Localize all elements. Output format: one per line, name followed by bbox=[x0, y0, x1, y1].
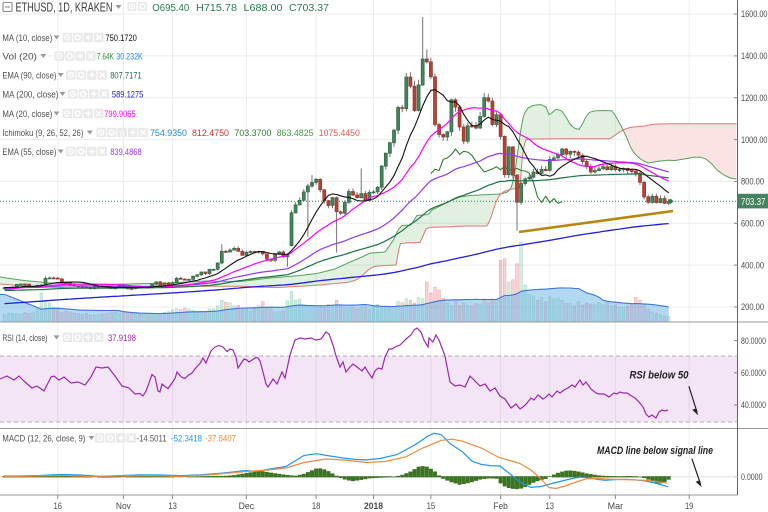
svg-text:863.4825: 863.4825 bbox=[277, 128, 314, 138]
svg-text:703.3700: 703.3700 bbox=[234, 128, 271, 138]
svg-text:EMA (55, close): EMA (55, close) bbox=[2, 147, 56, 157]
svg-text:19: 19 bbox=[685, 501, 694, 511]
svg-text:60.0000: 60.0000 bbox=[741, 368, 766, 379]
svg-text:MACD (12, 26, close, 9): MACD (12, 26, close, 9) bbox=[2, 433, 85, 443]
svg-text:80.0000: 80.0000 bbox=[741, 336, 766, 347]
svg-text:H715.78: H715.78 bbox=[196, 3, 237, 14]
svg-text:-52.3418: -52.3418 bbox=[171, 433, 202, 443]
svg-text:13: 13 bbox=[546, 501, 555, 511]
svg-text:MA (10, close): MA (10, close) bbox=[2, 33, 52, 43]
svg-text:-14.5011: -14.5011 bbox=[137, 433, 167, 443]
svg-text:839.4868: 839.4868 bbox=[110, 147, 142, 157]
svg-text:1200.00: 1200.00 bbox=[741, 93, 768, 104]
svg-text:1075.4450: 1075.4450 bbox=[319, 128, 360, 138]
svg-text:C703.37: C703.37 bbox=[289, 3, 329, 14]
svg-text:Feb: Feb bbox=[493, 501, 508, 511]
svg-text:703.37: 703.37 bbox=[741, 196, 766, 208]
svg-text:ETHUSD, 1D, KRAKEN: ETHUSD, 1D, KRAKEN bbox=[16, 0, 113, 15]
svg-text:1600.00: 1600.00 bbox=[741, 9, 768, 20]
svg-text:Nov: Nov bbox=[116, 501, 131, 511]
svg-text:754.9350: 754.9350 bbox=[150, 128, 187, 138]
svg-text:1000.00: 1000.00 bbox=[741, 135, 768, 146]
svg-text:812.4750: 812.4750 bbox=[192, 128, 229, 138]
svg-text:7.64K: 7.64K bbox=[97, 51, 114, 61]
svg-text:16: 16 bbox=[54, 501, 63, 511]
svg-text:600.00: 600.00 bbox=[741, 219, 764, 230]
svg-text:15: 15 bbox=[427, 501, 436, 511]
svg-text:799.9065: 799.9065 bbox=[104, 109, 136, 119]
svg-text:40.0000: 40.0000 bbox=[741, 400, 766, 411]
svg-text:30.232K: 30.232K bbox=[116, 51, 143, 61]
svg-text:Vol (20): Vol (20) bbox=[2, 51, 37, 61]
svg-text:-37.8407: -37.8407 bbox=[205, 433, 236, 443]
svg-text:2018: 2018 bbox=[364, 501, 383, 511]
svg-text:37.9198: 37.9198 bbox=[108, 333, 136, 343]
svg-text:Dec: Dec bbox=[239, 501, 255, 511]
svg-text:RSI below 50: RSI below 50 bbox=[630, 370, 690, 382]
svg-text:200.00: 200.00 bbox=[741, 302, 764, 313]
svg-text:800.00: 800.00 bbox=[741, 177, 764, 188]
svg-text:{}: {} bbox=[120, 130, 125, 137]
svg-text:589.1275: 589.1275 bbox=[112, 89, 144, 99]
svg-text:1400.00: 1400.00 bbox=[741, 51, 768, 62]
svg-text:750.1720: 750.1720 bbox=[105, 33, 137, 43]
svg-text:EMA (90, close): EMA (90, close) bbox=[2, 70, 56, 80]
svg-text:MA (200, close): MA (200, close) bbox=[2, 89, 58, 99]
svg-text:400.00: 400.00 bbox=[741, 260, 764, 271]
svg-text:18: 18 bbox=[312, 501, 321, 511]
svg-text:Ichimoku (9, 26, 52, 26): Ichimoku (9, 26, 52, 26) bbox=[2, 128, 83, 138]
svg-text:RSI (14, close): RSI (14, close) bbox=[2, 333, 47, 343]
svg-text:13: 13 bbox=[168, 501, 177, 511]
svg-text:0.0000: 0.0000 bbox=[741, 472, 763, 483]
svg-text:MACD line below signal line: MACD line below signal line bbox=[597, 445, 713, 457]
svg-text:L688.00: L688.00 bbox=[244, 3, 283, 14]
svg-text:807.7171: 807.7171 bbox=[110, 70, 142, 80]
svg-text:O695.40: O695.40 bbox=[152, 3, 189, 14]
svg-text:Mar: Mar bbox=[608, 501, 624, 511]
svg-text:MA (20, close): MA (20, close) bbox=[2, 109, 52, 119]
